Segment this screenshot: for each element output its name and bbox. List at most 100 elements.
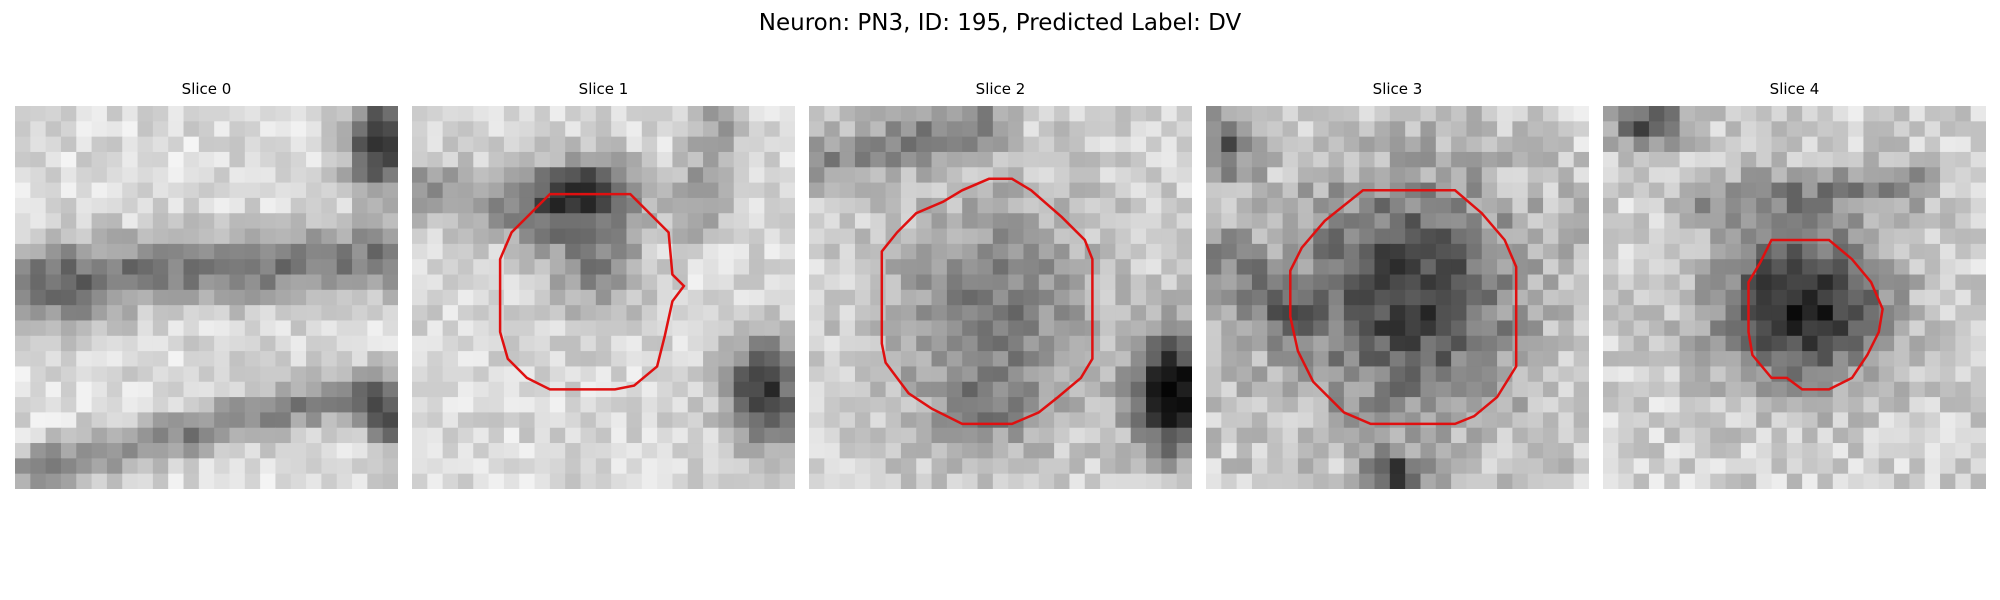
image-pixel	[1710, 182, 1727, 199]
image-pixel	[733, 397, 750, 413]
image-pixel	[1313, 121, 1330, 138]
image-pixel	[1618, 151, 1635, 168]
image-pixel	[1679, 259, 1696, 276]
image-pixel	[152, 259, 169, 276]
image-pixel	[1894, 397, 1910, 413]
image-pixel	[839, 473, 856, 489]
image-pixel	[687, 274, 704, 291]
image-pixel	[1435, 213, 1452, 230]
image-pixel	[839, 427, 856, 444]
image-pixel	[1389, 443, 1406, 459]
image-pixel	[352, 412, 368, 429]
image-pixel	[824, 243, 841, 260]
image-pixel	[839, 443, 856, 459]
image-pixel	[1100, 397, 1116, 413]
image-pixel	[1771, 243, 1788, 260]
image-pixel	[1481, 151, 1498, 168]
image-pixel	[1435, 366, 1452, 383]
image-pixel	[1343, 136, 1360, 153]
image-pixel	[442, 182, 459, 199]
image-pixel	[137, 397, 154, 413]
image-pixel	[1710, 136, 1727, 153]
image-pixel	[1558, 381, 1575, 398]
image-pixel	[229, 458, 246, 475]
image-pixel	[427, 274, 444, 291]
image-pixel	[565, 443, 582, 459]
image-pixel	[1161, 427, 1178, 444]
image-pixel	[519, 458, 536, 475]
image-pixel	[336, 366, 353, 383]
image-pixel	[1038, 458, 1055, 475]
image-pixel	[1405, 259, 1422, 276]
image-pixel	[1435, 443, 1452, 459]
image-pixel	[1497, 182, 1513, 199]
image-pixel	[946, 427, 963, 444]
image-pixel	[1740, 197, 1757, 214]
image-pixel	[457, 259, 474, 276]
image-pixel	[1328, 243, 1345, 260]
image-pixel	[1633, 213, 1650, 230]
image-pixel	[15, 443, 31, 459]
image-pixel	[565, 197, 582, 214]
image-pixel	[1955, 243, 1972, 260]
image-pixel	[1389, 381, 1406, 398]
image-pixel	[214, 443, 231, 459]
image-pixel	[733, 228, 750, 245]
image-pixel	[1725, 228, 1742, 245]
image-pixel	[1786, 458, 1803, 475]
image-pixel	[1512, 243, 1529, 260]
image-pixel	[611, 228, 628, 245]
image-pixel	[15, 335, 31, 352]
image-pixel	[824, 213, 841, 230]
image-pixel	[1038, 366, 1055, 383]
image-pixel	[962, 136, 979, 153]
image-pixel	[1955, 335, 1972, 352]
image-pixel	[1038, 136, 1055, 153]
image-pixel	[839, 381, 856, 398]
image-pixel	[1894, 427, 1910, 444]
image-pixel	[336, 197, 353, 214]
image-pixel	[1817, 243, 1834, 260]
image-pixel	[1527, 289, 1544, 306]
image-pixel	[45, 381, 62, 398]
image-pixel	[718, 213, 735, 230]
image-pixel	[977, 412, 994, 429]
image-pixel	[1527, 320, 1544, 337]
image-pixel	[1282, 427, 1299, 444]
image-pixel	[382, 427, 398, 444]
image-pixel	[1817, 412, 1834, 429]
image-pixel	[1940, 197, 1956, 214]
image-pixel	[1161, 289, 1178, 306]
image-pixel	[137, 351, 154, 368]
image-pixel	[290, 213, 307, 230]
image-pixel	[244, 320, 261, 337]
image-pixel	[352, 335, 368, 352]
image-pixel	[1771, 182, 1788, 199]
image-pixel	[367, 412, 384, 429]
image-pixel	[91, 136, 108, 153]
image-pixel	[1633, 397, 1650, 413]
image-pixel	[519, 335, 536, 352]
image-pixel	[1054, 151, 1071, 168]
image-pixel	[1115, 366, 1132, 383]
image-pixel	[962, 121, 979, 138]
image-pixel	[229, 228, 246, 245]
image-pixel	[1497, 106, 1513, 122]
image-pixel	[1451, 381, 1468, 398]
image-pixel	[626, 243, 643, 260]
image-pixel	[1664, 351, 1681, 368]
image-pixel	[703, 182, 719, 199]
image-pixel	[1221, 397, 1238, 413]
image-pixel	[1069, 305, 1086, 322]
image-pixel	[1343, 121, 1360, 138]
image-pixel	[809, 151, 825, 168]
image-pixel	[946, 458, 963, 475]
image-pixel	[885, 259, 902, 276]
image-pixel	[1466, 473, 1483, 489]
image-pixel	[1221, 243, 1238, 260]
image-pixel	[1848, 151, 1865, 168]
image-pixel	[1405, 213, 1422, 230]
image-pixel	[1909, 167, 1926, 184]
image-pixel	[336, 243, 353, 260]
image-pixel	[1420, 274, 1437, 291]
